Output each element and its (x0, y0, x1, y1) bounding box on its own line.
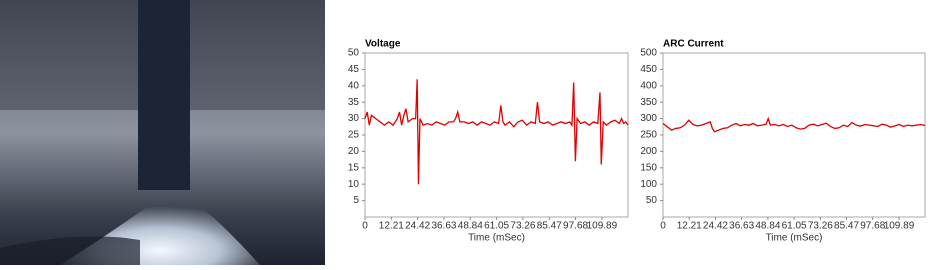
y-tick-label: 500 (640, 48, 657, 59)
x-tick-label: 48.84 (458, 221, 483, 232)
x-tick-label: 109.89 (587, 221, 618, 232)
x-tick-label: 36.63 (729, 221, 754, 232)
y-tick-label: 100 (640, 179, 657, 190)
camera-image (0, 0, 325, 265)
x-tick-label: 61.05 (484, 221, 509, 232)
y-tick-label: 50 (348, 48, 360, 59)
x-tick-label: 24.42 (405, 221, 430, 232)
x-axis-label: Time (mSec) (766, 233, 823, 244)
x-axis-label: Time (mSec) (468, 233, 525, 244)
chart-title: Voltage (365, 39, 401, 50)
y-tick-label: 450 (640, 64, 657, 75)
data-line (662, 116, 926, 133)
y-tick-label: 40 (348, 80, 360, 91)
y-tick-label: 45 (348, 64, 360, 75)
y-tick-label: 10 (348, 179, 360, 190)
y-tick-label: 150 (640, 162, 657, 173)
y-tick-label: 30 (348, 113, 360, 124)
y-tick-label: 250 (640, 130, 657, 141)
y-tick-label: 15 (348, 162, 360, 173)
y-tick-label: 300 (640, 113, 657, 124)
x-tick-label: 0 (362, 221, 368, 232)
x-tick-label: 61.05 (782, 221, 807, 232)
x-tick-label: 97.68 (860, 221, 885, 232)
x-tick-label: 73.26 (808, 221, 833, 232)
y-tick-label: 50 (646, 195, 658, 206)
x-tick-label: 109.89 (884, 221, 915, 232)
y-tick-label: 350 (640, 97, 657, 108)
x-tick-label: 85.47 (834, 221, 859, 232)
y-tick-label: 200 (640, 146, 657, 157)
plot-area (364, 52, 629, 218)
chart-title: ARC Current (663, 39, 724, 50)
y-tick-label: 400 (640, 80, 657, 91)
x-tick-label: 73.26 (510, 221, 535, 232)
x-tick-label: 12.21 (379, 221, 404, 232)
x-tick-label: 36.63 (431, 221, 456, 232)
x-tick-label: 24.42 (703, 221, 728, 232)
plot-area (662, 52, 926, 218)
x-tick-label: 85.47 (537, 221, 562, 232)
y-tick-label: 35 (348, 97, 360, 108)
x-tick-label: 12.21 (677, 221, 702, 232)
x-tick-label: 0 (660, 221, 666, 232)
x-tick-label: 97.68 (563, 221, 588, 232)
x-tick-label: 48.84 (755, 221, 780, 232)
data-line (364, 79, 629, 185)
y-tick-label: 20 (348, 146, 360, 157)
y-tick-label: 25 (348, 130, 360, 141)
y-tick-label: 5 (353, 195, 359, 206)
